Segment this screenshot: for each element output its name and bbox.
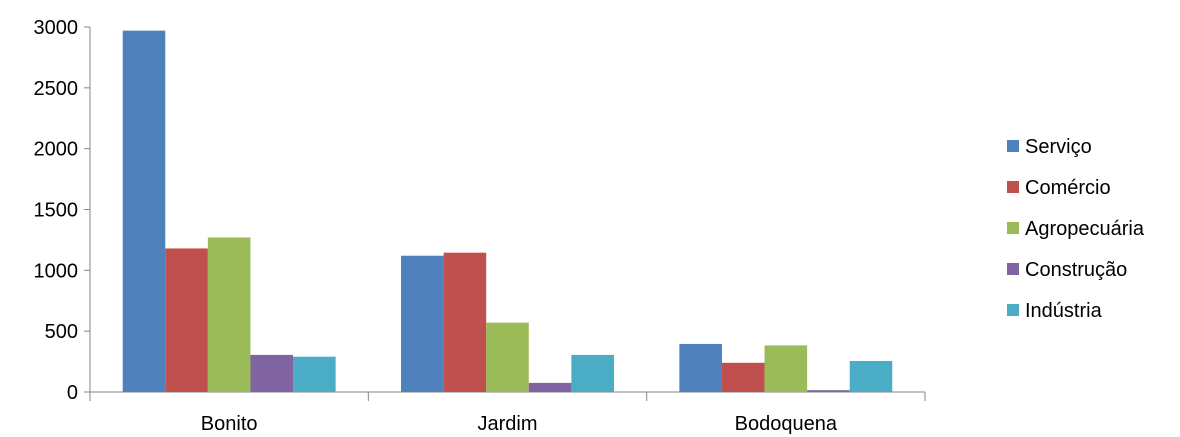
- y-tick-label: 500: [45, 321, 78, 343]
- y-tick-label: 1500: [34, 200, 79, 222]
- x-tick-label: Bonito: [201, 413, 258, 435]
- bar-industria-bonito: [293, 356, 336, 392]
- legend-swatch: [1007, 263, 1019, 275]
- bar-construcao-bonito: [250, 354, 294, 392]
- x-axis: Bonito Jardim Bodoquena: [89, 391, 926, 435]
- legend-label: Comércio: [1025, 177, 1111, 199]
- bar-comercio-jardim: [443, 252, 487, 392]
- legend-swatch: [1007, 181, 1019, 193]
- x-tick-label: Jardim: [477, 413, 537, 435]
- y-axis: 0 500 1000 1500 2000 2500 3000: [34, 17, 91, 404]
- y-tick-label: 2500: [34, 78, 79, 100]
- bar-industria-bodoquena: [849, 360, 893, 392]
- legend-label: Agropecuária: [1025, 218, 1145, 240]
- bar-industria-jardim: [571, 354, 614, 392]
- bar-construcao-jardim: [528, 382, 572, 392]
- y-tick-label: 3000: [34, 17, 79, 39]
- bar-servico-jardim: [401, 255, 444, 392]
- y-tick-label: 1000: [34, 260, 79, 282]
- bar-comercio-bonito: [165, 248, 208, 392]
- bar-agropecuaria-jardim: [486, 322, 529, 392]
- bar-agropecuaria-bodoquena: [764, 345, 808, 392]
- bars: [122, 30, 893, 393]
- legend-swatch: [1007, 140, 1019, 152]
- legend-label: Construção: [1025, 259, 1127, 281]
- bar-servico-bonito: [122, 30, 166, 393]
- legend-swatch: [1007, 222, 1019, 234]
- bar-construcao-bodoquena: [807, 390, 850, 392]
- legend-label: Indústria: [1025, 300, 1103, 322]
- x-tick-label: Bodoquena: [735, 413, 838, 435]
- legend: Serviço Comércio Agropecuária Construção Ind…: [1007, 136, 1145, 322]
- bar-comercio-bodoquena: [721, 362, 765, 392]
- bar-servico-bodoquena: [679, 343, 722, 392]
- bar-agropecuaria-bonito: [207, 237, 251, 392]
- legend-label: Serviço: [1025, 136, 1092, 158]
- legend-swatch: [1007, 304, 1019, 316]
- y-tick-label: 2000: [34, 139, 79, 161]
- y-tick-label: 0: [67, 382, 78, 404]
